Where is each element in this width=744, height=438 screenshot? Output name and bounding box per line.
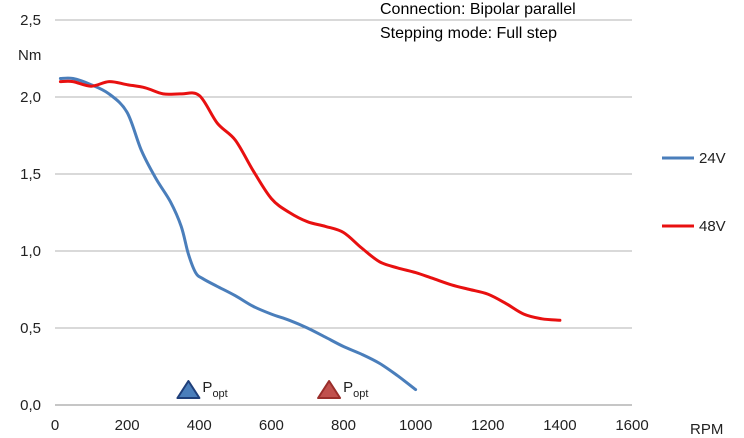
stepping-mode-info: Stepping mode: Full step <box>380 25 557 42</box>
legend-label-24v: 24V <box>699 150 726 167</box>
x-tick-labels: 0 200 400 600 800 1000 1200 1400 1600 <box>51 417 649 434</box>
x-axis-unit: RPM <box>690 421 723 438</box>
x-tick-label: 600 <box>259 417 284 434</box>
y-tick-label: 2,5 <box>20 12 41 29</box>
y-axis-unit: Nm <box>18 47 41 64</box>
p-opt-markers: Popt Popt <box>176 379 368 400</box>
grid-lines <box>55 19 632 329</box>
y-tick-label: 1,5 <box>20 166 41 183</box>
x-tick-label: 0 <box>51 417 59 434</box>
y-tick-label: 1,0 <box>20 243 41 260</box>
series-line-24v <box>58 76 418 392</box>
p-opt-triangle-marker <box>317 380 342 399</box>
series-line-48v <box>58 79 562 322</box>
x-tick-label: 1400 <box>543 417 576 434</box>
data-series <box>58 76 562 392</box>
x-tick-label: 1200 <box>471 417 504 434</box>
legend: 24V 48V <box>662 150 726 235</box>
x-tick-label: 1000 <box>399 417 432 434</box>
x-tick-label: 400 <box>187 417 212 434</box>
p-opt-label: Popt <box>343 379 368 400</box>
x-tick-label: 200 <box>115 417 140 434</box>
y-tick-labels: 0,0 0,5 1,0 1,5 2,0 2,5 <box>20 12 41 414</box>
y-tick-label: 2,0 <box>20 89 41 106</box>
p-opt-triangle-marker <box>176 380 201 399</box>
x-tick-label: 1600 <box>615 417 648 434</box>
legend-label-48v: 48V <box>699 218 726 235</box>
p-opt-label: Popt <box>202 379 227 400</box>
y-tick-label: 0,5 <box>20 320 41 337</box>
y-tick-label: 0,0 <box>20 397 41 414</box>
connection-info: Connection: Bipolar parallel <box>380 1 576 18</box>
x-tick-label: 800 <box>331 417 356 434</box>
